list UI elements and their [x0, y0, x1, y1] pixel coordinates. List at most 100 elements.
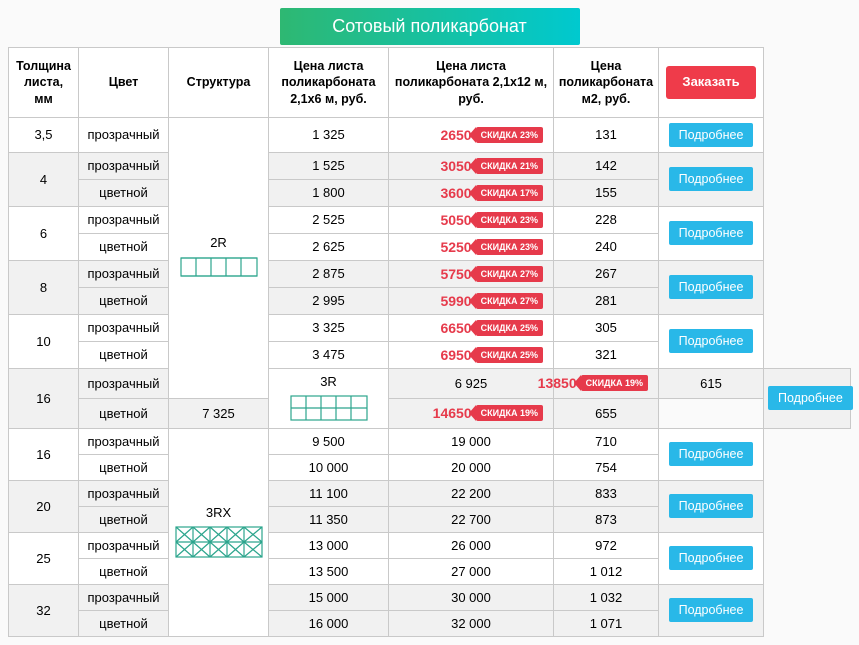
- more-button[interactable]: Подробнее: [669, 221, 754, 245]
- table-row: 3,5прозрачный2R 1 325 2650 СКИДКА 23% 13…: [9, 117, 851, 152]
- action-cell: Подробнее: [659, 480, 764, 532]
- discount-badge: СКИДКА 27%: [476, 293, 543, 309]
- discount-badge: СКИДКА 19%: [476, 405, 543, 421]
- price-12m-cell: 19 000: [389, 428, 554, 454]
- price-6m-cell: 6 925: [389, 368, 554, 398]
- price-12m-value: 5990: [440, 293, 471, 309]
- discount-badge: СКИДКА 25%: [476, 347, 543, 363]
- price-6m-cell: 11 100: [269, 480, 389, 506]
- discount-badge: СКИДКА 19%: [581, 375, 648, 391]
- price-12m-cell: 20 000: [389, 454, 554, 480]
- price-m2-cell: 240: [554, 233, 659, 260]
- color-cell: цветной: [79, 610, 169, 636]
- price-12m-value: 3050: [440, 158, 471, 174]
- more-button[interactable]: Подробнее: [768, 386, 853, 410]
- action-cell: Подробнее: [659, 152, 764, 206]
- discount-badge: СКИДКА 21%: [476, 158, 543, 174]
- color-cell: цветной: [79, 179, 169, 206]
- more-button[interactable]: Подробнее: [669, 167, 754, 191]
- table-row: 6прозрачный2 525 5050 СКИДКА 23% 228Подр…: [9, 206, 851, 233]
- table-row: 25прозрачный13 00026 000972Подробнее: [9, 532, 851, 558]
- price-6m-cell: 10 000: [269, 454, 389, 480]
- price-m2-cell: 1 032: [554, 584, 659, 610]
- price-12m-value: 13850: [538, 375, 577, 391]
- price-12m-cell: 22 700: [389, 506, 554, 532]
- price-6m-cell: 2 525: [269, 206, 389, 233]
- action-cell: Подробнее: [659, 206, 764, 260]
- price-6m-cell: 16 000: [269, 610, 389, 636]
- more-button[interactable]: Подробнее: [669, 494, 754, 518]
- price-6m-cell: 1 800: [269, 179, 389, 206]
- price-6m-cell: 13 500: [269, 558, 389, 584]
- more-button[interactable]: Подробнее: [669, 598, 754, 622]
- table-row: 32прозрачный15 00030 0001 032Подробнее: [9, 584, 851, 610]
- col-structure: Структура: [169, 48, 269, 118]
- table-row: 20прозрачный11 10022 200833Подробнее: [9, 480, 851, 506]
- action-cell: Подробнее: [659, 532, 764, 584]
- price-6m-cell: 9 500: [269, 428, 389, 454]
- price-12m-cell: 32 000: [389, 610, 554, 636]
- price-m2-cell: 655: [554, 398, 659, 428]
- structure-2r-icon: [179, 254, 259, 280]
- structure-3rx-icon: [174, 524, 264, 560]
- col-price-6m: Цена листа поликарбоната 2,1x6 м, руб.: [269, 48, 389, 118]
- price-6m-cell: 15 000: [269, 584, 389, 610]
- color-cell: прозрачный: [79, 368, 169, 398]
- action-cell: Подробнее: [764, 368, 851, 428]
- price-m2-cell: 1 071: [554, 610, 659, 636]
- price-6m-cell: 3 475: [269, 341, 389, 368]
- color-cell: цветной: [79, 454, 169, 480]
- action-cell: Подробнее: [659, 314, 764, 368]
- price-m2-cell: 873: [554, 506, 659, 532]
- price-m2-cell: 131: [554, 117, 659, 152]
- order-button[interactable]: Заказать: [666, 66, 755, 99]
- action-cell: Подробнее: [659, 428, 764, 480]
- action-cell: Подробнее: [659, 260, 764, 314]
- color-cell: прозрачный: [79, 584, 169, 610]
- table-row: 10прозрачный3 325 6650 СКИДКА 25% 305Под…: [9, 314, 851, 341]
- thickness-cell: 32: [9, 584, 79, 636]
- color-cell: прозрачный: [79, 206, 169, 233]
- price-12m-value: 6650: [440, 320, 471, 336]
- color-cell: прозрачный: [79, 480, 169, 506]
- color-cell: прозрачный: [79, 152, 169, 179]
- color-cell: цветной: [79, 341, 169, 368]
- price-12m-cell: 6950 СКИДКА 25%: [389, 341, 554, 368]
- price-6m-cell: 1 525: [269, 152, 389, 179]
- thickness-cell: 16: [9, 368, 79, 428]
- color-cell: прозрачный: [79, 428, 169, 454]
- price-12m-value: 5050: [440, 212, 471, 228]
- table-header-row: Толщина листа, мм Цвет Структура Цена ли…: [9, 48, 851, 118]
- more-button[interactable]: Подробнее: [669, 275, 754, 299]
- color-cell: прозрачный: [79, 532, 169, 558]
- price-m2-cell: 710: [554, 428, 659, 454]
- structure-cell: 3RX: [169, 428, 269, 636]
- discount-badge: СКИДКА 23%: [476, 212, 543, 228]
- price-m2-cell: 142: [554, 152, 659, 179]
- price-12m-cell: 5250 СКИДКА 23%: [389, 233, 554, 260]
- color-cell: цветной: [79, 558, 169, 584]
- table-row: 16прозрачный3R 6 925 13850 СКИДКА 19% 61…: [9, 368, 851, 398]
- price-12m-value: 2650: [440, 127, 471, 143]
- price-m2-cell: 754: [554, 454, 659, 480]
- discount-badge: СКИДКА 23%: [476, 239, 543, 255]
- table-row: цветной7 325 14650 СКИДКА 19% 655: [9, 398, 851, 428]
- price-12m-cell: 22 200: [389, 480, 554, 506]
- more-button[interactable]: Подробнее: [669, 442, 754, 466]
- more-button[interactable]: Подробнее: [669, 123, 754, 147]
- price-6m-cell: 11 350: [269, 506, 389, 532]
- thickness-cell: 25: [9, 532, 79, 584]
- structure-label: 3RX: [173, 505, 264, 520]
- price-12m-cell: 5990 СКИДКА 27%: [389, 287, 554, 314]
- more-button[interactable]: Подробнее: [669, 329, 754, 353]
- price-12m-cell: 6650 СКИДКА 25%: [389, 314, 554, 341]
- more-button[interactable]: Подробнее: [669, 546, 754, 570]
- price-m2-cell: 833: [554, 480, 659, 506]
- price-12m-cell: 5050 СКИДКА 23%: [389, 206, 554, 233]
- structure-3r-icon: [289, 393, 369, 423]
- price-12m-cell: 13850 СКИДКА 19%: [554, 368, 659, 398]
- color-cell: прозрачный: [79, 260, 169, 287]
- price-m2-cell: 267: [554, 260, 659, 287]
- price-m2-cell: 972: [554, 532, 659, 558]
- color-cell: цветной: [79, 398, 169, 428]
